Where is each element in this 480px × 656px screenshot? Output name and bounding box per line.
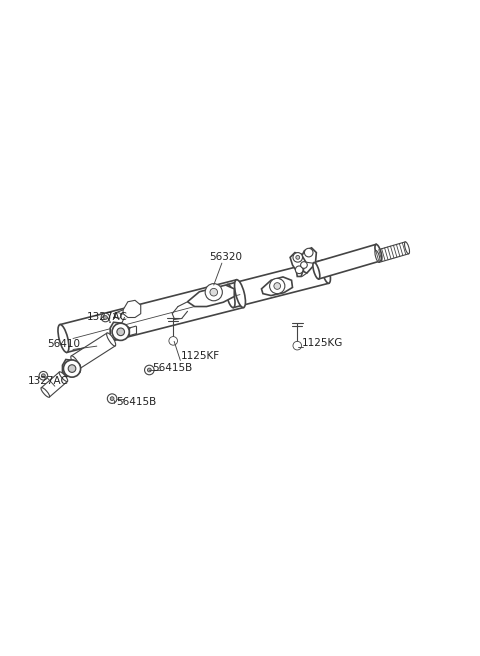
Polygon shape xyxy=(60,279,243,352)
Circle shape xyxy=(293,253,302,262)
Ellipse shape xyxy=(59,372,68,382)
Text: 56320: 56320 xyxy=(209,252,242,262)
Ellipse shape xyxy=(321,260,330,283)
Polygon shape xyxy=(41,372,68,397)
Ellipse shape xyxy=(107,333,116,346)
Polygon shape xyxy=(262,277,292,296)
Circle shape xyxy=(270,278,285,294)
Polygon shape xyxy=(71,333,115,369)
Circle shape xyxy=(68,365,76,373)
Text: 1327AC: 1327AC xyxy=(86,312,127,322)
Circle shape xyxy=(39,371,48,380)
Circle shape xyxy=(169,337,178,345)
Circle shape xyxy=(144,365,154,375)
Polygon shape xyxy=(110,322,129,339)
Circle shape xyxy=(295,266,303,274)
Circle shape xyxy=(300,262,307,268)
Polygon shape xyxy=(228,260,329,308)
Text: 56415B: 56415B xyxy=(116,397,156,407)
Circle shape xyxy=(205,283,222,301)
Polygon shape xyxy=(376,242,409,262)
Text: 56410: 56410 xyxy=(47,339,80,350)
Circle shape xyxy=(117,328,124,336)
Circle shape xyxy=(293,341,301,350)
Circle shape xyxy=(110,397,114,401)
Ellipse shape xyxy=(375,244,382,261)
Circle shape xyxy=(296,255,300,259)
Ellipse shape xyxy=(41,388,49,398)
Polygon shape xyxy=(188,285,234,306)
Circle shape xyxy=(116,313,121,318)
Text: 1125KF: 1125KF xyxy=(180,352,219,361)
Text: 1327AC: 1327AC xyxy=(28,377,69,386)
Polygon shape xyxy=(123,300,141,318)
Circle shape xyxy=(210,289,217,296)
Text: 56415B: 56415B xyxy=(152,363,192,373)
Polygon shape xyxy=(62,359,80,376)
Ellipse shape xyxy=(235,279,245,308)
Ellipse shape xyxy=(405,242,409,254)
Ellipse shape xyxy=(226,285,235,308)
Polygon shape xyxy=(301,248,316,273)
Ellipse shape xyxy=(58,325,69,352)
Polygon shape xyxy=(290,253,306,276)
Text: 1125KG: 1125KG xyxy=(302,338,343,348)
Circle shape xyxy=(63,360,81,377)
Ellipse shape xyxy=(375,251,380,262)
Circle shape xyxy=(104,316,108,319)
Ellipse shape xyxy=(71,356,80,369)
Circle shape xyxy=(112,323,129,340)
Ellipse shape xyxy=(313,262,320,279)
Circle shape xyxy=(41,374,45,378)
Circle shape xyxy=(304,249,313,257)
Circle shape xyxy=(147,368,151,372)
Circle shape xyxy=(274,283,281,289)
Circle shape xyxy=(101,313,110,322)
Circle shape xyxy=(108,394,117,403)
Polygon shape xyxy=(314,244,381,279)
